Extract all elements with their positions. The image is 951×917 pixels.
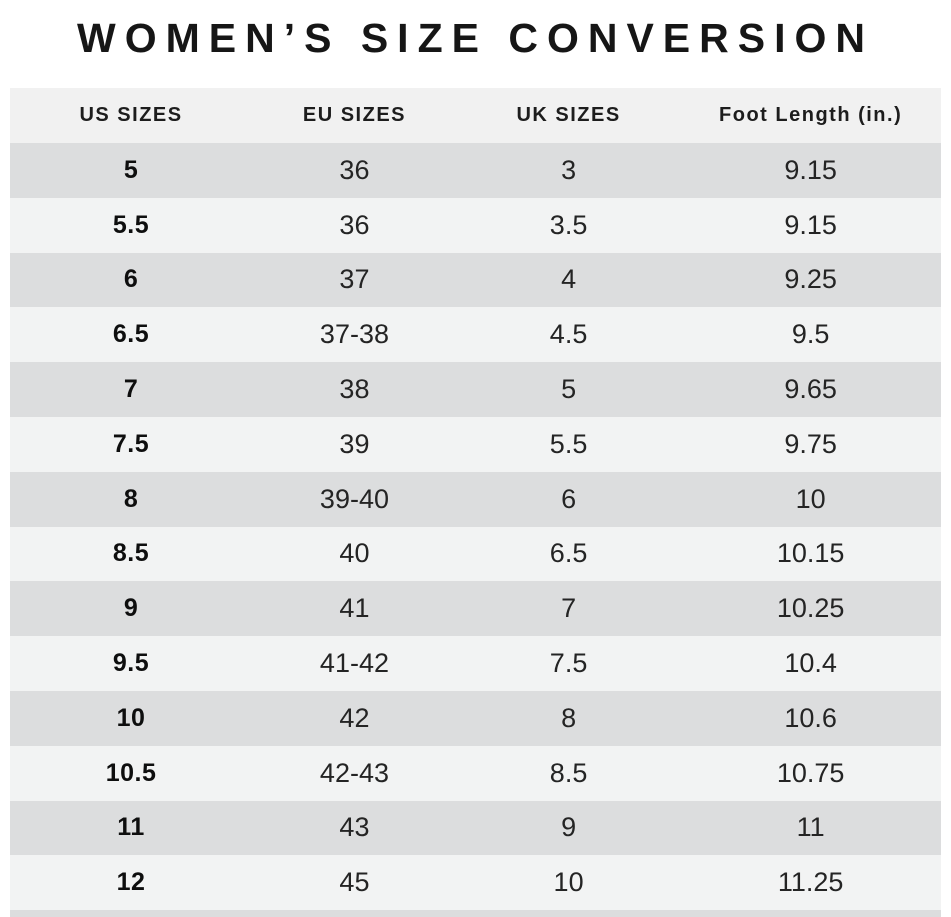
cell-foot-length: 9.75 bbox=[784, 428, 837, 459]
cell-uk-size: 4 bbox=[561, 264, 577, 295]
cell-foot-length: 10.15 bbox=[776, 538, 845, 569]
cell-foot-length: 10 bbox=[795, 483, 826, 514]
cell-us-size: 6.5 bbox=[112, 320, 150, 349]
table-row: 10.5 42-43 8.5 10.75 bbox=[10, 745, 941, 801]
cell-foot-length: 9.15 bbox=[784, 209, 837, 240]
column-header-eu-sizes: EU SIZES bbox=[302, 104, 407, 126]
cell-us-size: 11 bbox=[117, 813, 145, 842]
cell-foot-length: 10.4 bbox=[784, 648, 837, 679]
cell-uk-size: 5 bbox=[561, 374, 577, 405]
cell-uk-size: 8 bbox=[561, 702, 577, 733]
cell-foot-length: 10.6 bbox=[784, 702, 837, 733]
cell-uk-size: 5.5 bbox=[549, 428, 588, 459]
table-row: 7 38 5 9.65 bbox=[10, 362, 941, 417]
table-row: 11 43 9 11 bbox=[10, 800, 941, 856]
cell-uk-size: 8.5 bbox=[549, 757, 588, 788]
column-header-uk-sizes: UK SIZES bbox=[516, 104, 621, 126]
cell-us-size: 8.5 bbox=[112, 539, 150, 568]
cell-eu-size: 45 bbox=[339, 867, 370, 898]
cell-foot-length: 9.15 bbox=[784, 154, 837, 185]
page-title: WOMEN’S SIZE CONVERSION bbox=[77, 15, 874, 61]
table-row: 5 36 3 9.15 bbox=[10, 143, 941, 198]
cell-us-size: 5.5 bbox=[112, 210, 150, 239]
cell-eu-size: 36 bbox=[339, 209, 370, 240]
cell-foot-length: 9.5 bbox=[791, 319, 830, 350]
cell-us-size: 10 bbox=[116, 703, 146, 732]
cell-uk-size: 3.5 bbox=[549, 209, 588, 240]
table-body: 5 36 3 9.15 5.5 36 3.5 9.15 6 37 4 9.25 6.5 37-38 4.5 9… bbox=[10, 143, 941, 911]
cell-foot-length: 10.25 bbox=[776, 593, 845, 624]
cell-eu-size: 37 bbox=[339, 264, 370, 295]
cell-eu-size: 37-38 bbox=[319, 319, 389, 350]
table-row: 7.5 39 5.5 9.75 bbox=[10, 416, 941, 472]
cell-eu-size: 39 bbox=[339, 428, 370, 459]
cell-uk-size: 10 bbox=[553, 867, 584, 898]
column-header-us-sizes: US SIZES bbox=[79, 104, 183, 126]
cell-us-size: 9 bbox=[123, 594, 139, 623]
cell-uk-size: 4.5 bbox=[549, 319, 588, 350]
partial-next-row-strip bbox=[10, 910, 941, 917]
cell-us-size: 6 bbox=[123, 265, 139, 294]
cell-foot-length: 11.25 bbox=[777, 867, 844, 898]
size-conversion-table: US SIZES EU SIZES UK SIZES Foot Length (… bbox=[10, 88, 941, 917]
cell-eu-size: 41-42 bbox=[319, 648, 389, 679]
table-row: 10 42 8 10.6 bbox=[10, 690, 941, 746]
cell-us-size: 10.5 bbox=[105, 758, 157, 787]
cell-eu-size: 38 bbox=[339, 374, 370, 405]
table-row: 6 37 4 9.25 bbox=[10, 252, 941, 308]
cell-foot-length: 9.25 bbox=[784, 264, 837, 295]
cell-uk-size: 6 bbox=[561, 483, 577, 514]
cell-eu-size: 36 bbox=[339, 154, 370, 185]
cell-eu-size: 41 bbox=[339, 593, 370, 624]
column-header-foot-length: Foot Length (in.) bbox=[719, 104, 903, 126]
cell-us-size: 7.5 bbox=[112, 429, 150, 458]
table-row: 5.5 36 3.5 9.15 bbox=[10, 197, 941, 253]
cell-eu-size: 43 bbox=[339, 812, 370, 843]
table-row: 6.5 37-38 4.5 9.5 bbox=[10, 307, 941, 363]
table-row: 8.5 40 6.5 10.15 bbox=[10, 526, 941, 582]
cell-eu-size: 40 bbox=[339, 538, 370, 569]
cell-us-size: 7 bbox=[123, 375, 139, 404]
cell-us-size: 9.5 bbox=[112, 649, 150, 678]
cell-us-size: 5 bbox=[123, 155, 139, 184]
cell-foot-length: 9.65 bbox=[784, 374, 837, 405]
cell-eu-size: 39-40 bbox=[319, 483, 389, 514]
table-header-row: US SIZES EU SIZES UK SIZES Foot Length (… bbox=[10, 88, 941, 143]
table-row: 12 45 10 11.25 bbox=[10, 855, 941, 911]
cell-eu-size: 42-43 bbox=[319, 757, 389, 788]
table-row: 9.5 41-42 7.5 10.4 bbox=[10, 636, 941, 691]
cell-eu-size: 42 bbox=[339, 702, 370, 733]
cell-uk-size: 9 bbox=[561, 812, 577, 843]
cell-foot-length: 10.75 bbox=[776, 757, 845, 788]
cell-uk-size: 7 bbox=[561, 593, 577, 624]
table-row: 8 39-40 6 10 bbox=[10, 471, 941, 527]
cell-uk-size: 7.5 bbox=[549, 648, 588, 679]
cell-foot-length: 11 bbox=[796, 812, 825, 843]
cell-us-size: 8 bbox=[123, 484, 139, 513]
cell-uk-size: 6.5 bbox=[549, 538, 588, 569]
cell-us-size: 12 bbox=[116, 868, 146, 897]
cell-uk-size: 3 bbox=[561, 154, 577, 185]
table-row: 9 41 7 10.25 bbox=[10, 581, 941, 637]
